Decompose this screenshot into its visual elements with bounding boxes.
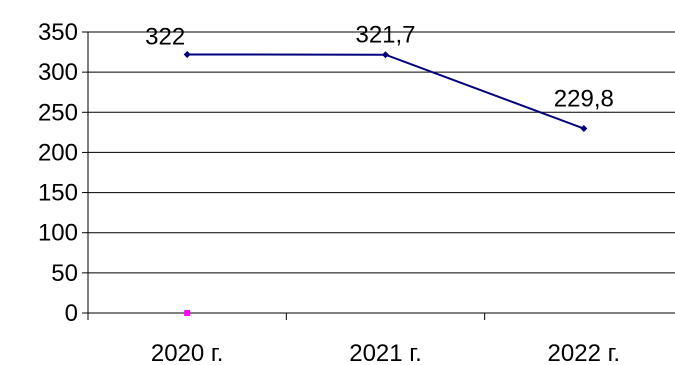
data-label: 322 bbox=[145, 23, 185, 50]
series-line bbox=[187, 53, 585, 130]
y-tick-label: 200 bbox=[38, 139, 78, 166]
x-tick-label: 2020 г. bbox=[151, 340, 224, 365]
data-label: 229,8 bbox=[554, 86, 614, 113]
data-labels: 322 321,7 229,8 bbox=[145, 22, 614, 113]
data-label: 321,7 bbox=[355, 22, 415, 49]
y-axis-ticks: 0 50 100 150 200 250 300 350 bbox=[38, 19, 88, 327]
data-point-marker bbox=[382, 51, 389, 59]
y-tick-label: 50 bbox=[51, 260, 78, 287]
gridlines bbox=[88, 31, 675, 274]
y-tick-label: 150 bbox=[38, 180, 78, 207]
y-tick-label: 0 bbox=[65, 300, 78, 327]
y-tick-label: 250 bbox=[38, 99, 78, 126]
y-tick-label: 350 bbox=[38, 19, 78, 46]
data-point-marker bbox=[580, 125, 588, 133]
x-tick-label: 2021 г. bbox=[349, 340, 422, 365]
axes bbox=[87, 32, 675, 314]
data-point-marker-secondary bbox=[184, 310, 191, 316]
x-axis-ticks: 2020 г. 2021 г. 2022 г. bbox=[87, 313, 621, 365]
data-point-marker bbox=[183, 50, 191, 58]
x-tick-label: 2022 г. bbox=[548, 340, 621, 365]
series-group bbox=[183, 50, 588, 316]
y-tick-label: 100 bbox=[38, 220, 78, 247]
y-tick-label: 300 bbox=[38, 59, 78, 86]
